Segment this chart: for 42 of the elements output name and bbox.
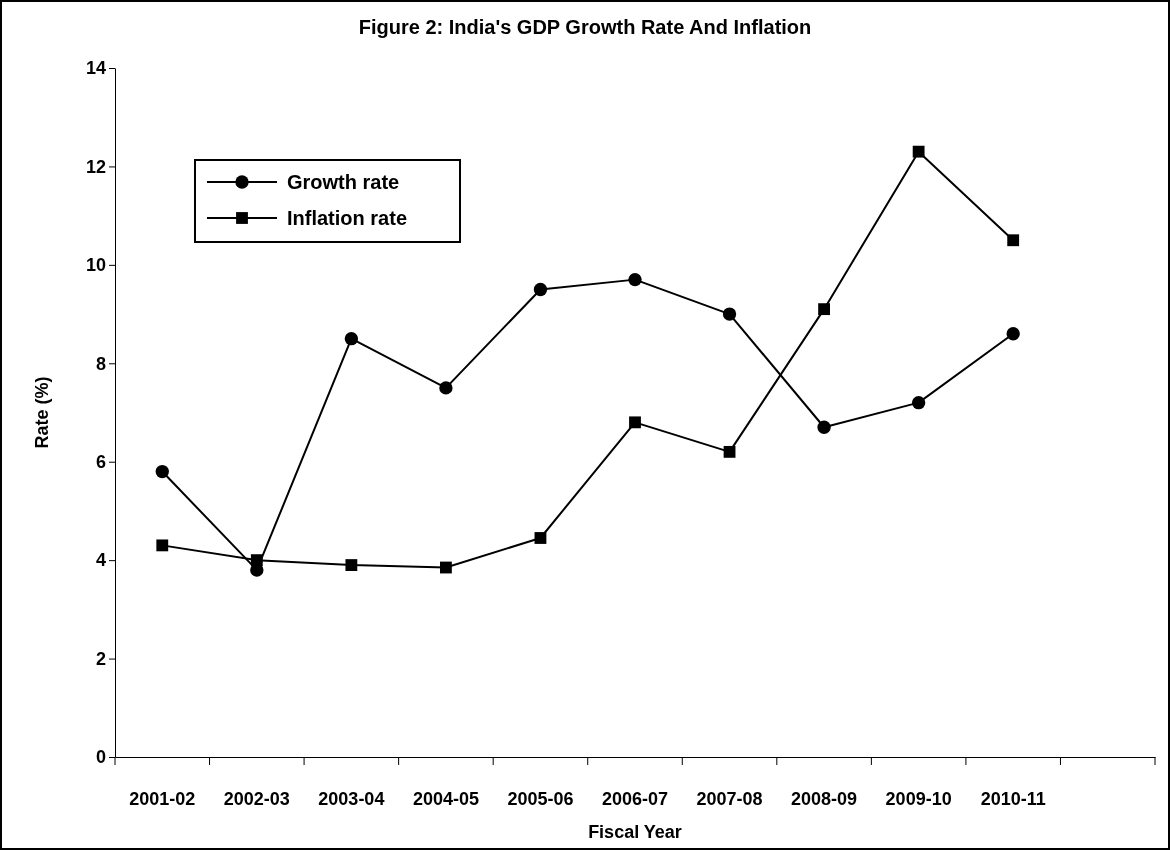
x-tick-label: 2008-09 (791, 789, 858, 809)
point (250, 554, 263, 567)
point (723, 445, 736, 458)
point (156, 539, 169, 552)
point (1007, 234, 1020, 247)
x-tick-label: 2001-02 (129, 789, 196, 809)
x-tick-label: 2006-07 (601, 789, 669, 809)
point (722, 307, 737, 321)
x-tick-label: 2005-06 (507, 789, 574, 809)
y-tick-label: 8 (95, 353, 106, 374)
y-tick-label: 12 (85, 156, 106, 177)
x-tick-label: 2007-08 (696, 789, 763, 809)
x-tick-label: 2009-10 (885, 789, 952, 809)
point (911, 395, 926, 410)
point (439, 561, 452, 574)
point (629, 416, 641, 429)
y-tick-label: 0 (95, 747, 106, 768)
y-tick-label: 4 (95, 550, 106, 571)
legend-label: Inflation rate (287, 207, 408, 229)
x-axis-title: Fiscal Year (588, 822, 682, 842)
point (628, 272, 642, 287)
x-tick-label: 2004-05 (412, 789, 479, 809)
y-axis-title: Rate (%) (32, 376, 52, 449)
point (439, 381, 453, 395)
y-tick-label: 14 (85, 58, 106, 79)
chart-title: Figure 2: India's GDP Growth Rate And Inflation (358, 16, 812, 38)
x-tick-label: 2010-11 (980, 789, 1046, 809)
y-tick-label: 10 (85, 255, 106, 276)
legend-label: Growth rate (287, 171, 400, 193)
point (1006, 327, 1020, 341)
x-tick-label: 2002-03 (223, 789, 290, 809)
point (533, 282, 548, 297)
y-tick-label: 6 (95, 451, 106, 472)
point (344, 332, 359, 346)
x-tick-label: 2003-04 (318, 789, 385, 809)
y-tick-label: 2 (95, 648, 106, 669)
point (534, 532, 547, 544)
point (818, 303, 831, 316)
point (155, 464, 169, 479)
point (345, 559, 358, 571)
point (912, 145, 925, 158)
point (817, 420, 831, 434)
